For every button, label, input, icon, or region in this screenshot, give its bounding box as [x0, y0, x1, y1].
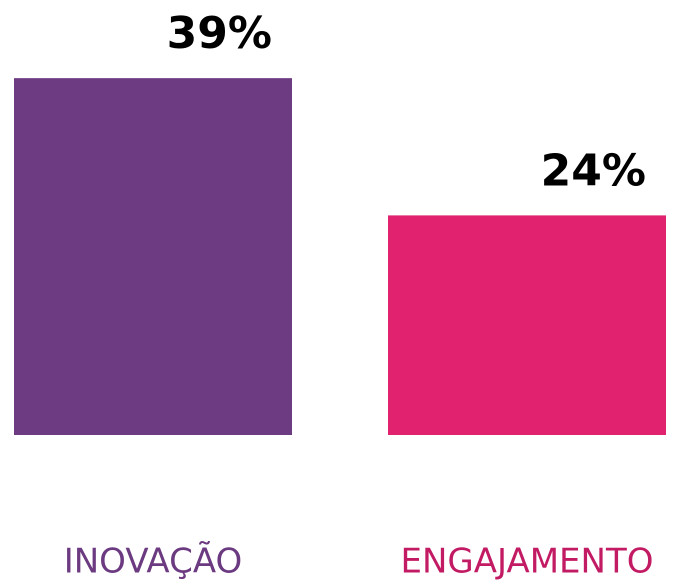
category-label: INOVAÇÃO [64, 542, 243, 582]
bar [14, 78, 292, 436]
category-label: ENGAJAMENTO [401, 542, 654, 582]
value-label: 39% [167, 8, 272, 59]
value-label: 24% [541, 145, 646, 196]
bar [388, 215, 666, 435]
